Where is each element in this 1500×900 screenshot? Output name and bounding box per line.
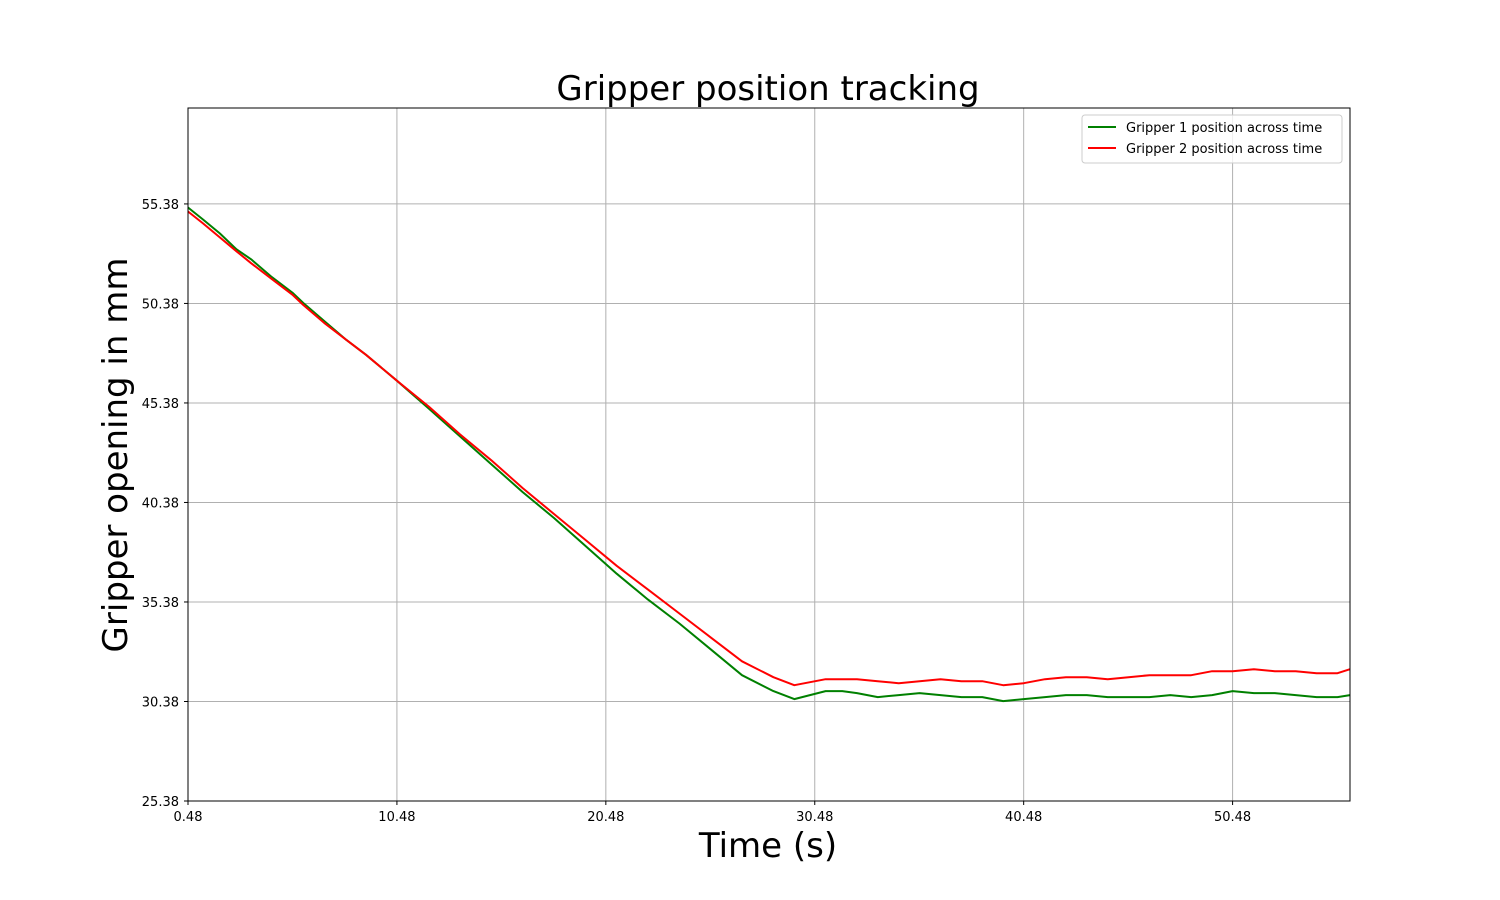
legend-label-1: Gripper 1 position across time <box>1126 121 1322 136</box>
y-tick-label: 45.38 <box>142 397 179 412</box>
tick-layer: 0.48 10.48 20.48 30.48 40.48 50.48 25.38 30.38 3… <box>142 198 1251 825</box>
x-tick-label: 0.48 <box>174 810 203 825</box>
y-tick-label: 55.38 <box>142 198 179 213</box>
series-layer <box>187 206 1351 703</box>
plot-frame <box>187 107 1351 802</box>
x-tick-label: 50.48 <box>1214 810 1251 825</box>
y-tick-label: 40.38 <box>142 496 179 511</box>
grid-layer <box>187 108 1350 802</box>
x-tick-label: 20.48 <box>587 810 624 825</box>
y-tick-label: 25.38 <box>142 795 179 810</box>
y-tick-label: 50.38 <box>142 297 179 312</box>
legend: Gripper 1 position across time Gripper 2 … <box>1081 114 1343 164</box>
series-line-1 <box>187 206 1351 703</box>
y-tick-label: 30.38 <box>142 695 179 710</box>
legend-label-2: Gripper 2 position across time <box>1126 142 1322 157</box>
x-axis-label: Time (s) <box>698 826 837 866</box>
series-line-2 <box>187 210 1351 687</box>
chart-title: Gripper position tracking <box>556 69 979 109</box>
y-axis-label: Gripper opening in mm <box>96 258 136 653</box>
legend-box <box>1081 114 1343 164</box>
x-tick-label: 30.48 <box>796 810 833 825</box>
y-tick-label: 35.38 <box>142 596 179 611</box>
x-tick-label: 40.48 <box>1005 810 1042 825</box>
x-tick-label: 10.48 <box>378 810 415 825</box>
